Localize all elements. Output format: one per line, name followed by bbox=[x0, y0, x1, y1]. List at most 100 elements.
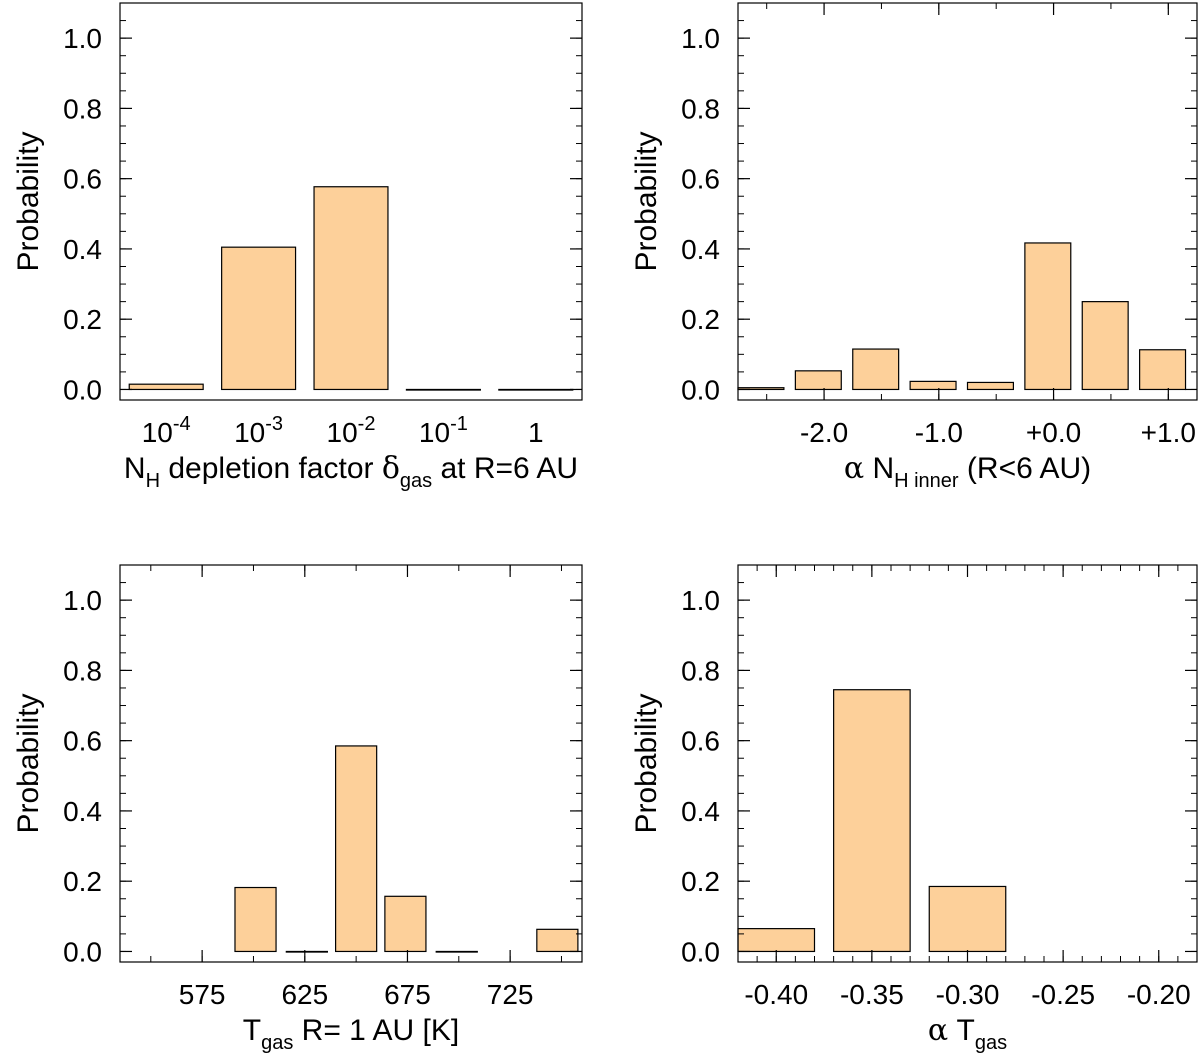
x-tick-exponent: -4 bbox=[173, 413, 191, 435]
plot-frame bbox=[737, 2, 1198, 401]
x-axis-label: α NH inner (R<6 AU) bbox=[844, 451, 1091, 492]
x-tick-exponent: -2 bbox=[358, 413, 376, 435]
bar bbox=[285, 950, 328, 953]
plot-frame bbox=[119, 2, 583, 401]
y-tick-label: 0.4 bbox=[681, 234, 720, 265]
x-axis-label-part: gas bbox=[400, 470, 432, 492]
panel-tgas-1au: 0.0 0.2 0.4 0.6 0.8 1.0 575 625 675 725 Probabilit… bbox=[12, 564, 583, 1054]
panel-depletion-factor: 0.00.20.40.60.81.010-4 10-3 10-2 10-1 1Proba… bbox=[12, 2, 583, 492]
x-axis-label-part: α bbox=[928, 1013, 948, 1048]
y-axis-label: Probability bbox=[12, 131, 45, 271]
x-tick-label: +1.0 bbox=[1141, 417, 1196, 448]
x-axis-label: Tgas R= 1 AU [K] bbox=[243, 1014, 460, 1054]
panel-alpha-nh-inner: 0.0 0.2 0.4 0.6 0.8 1.0 -2.0 -1.0 +0.0 +1.0 Probab… bbox=[630, 2, 1198, 492]
bar bbox=[852, 348, 900, 391]
bar bbox=[435, 950, 478, 953]
x-axis-label-part: T bbox=[948, 1014, 975, 1047]
x-tick-base: 10 bbox=[419, 417, 450, 448]
x-tick-label: -0.35 bbox=[840, 979, 904, 1010]
x-axis-label-part: R= 1 AU [K] bbox=[293, 1014, 459, 1047]
x-tick-label: 10-2 bbox=[327, 413, 376, 448]
x-tick-label: 575 bbox=[179, 979, 226, 1010]
y-axis-label: Probability bbox=[630, 693, 663, 833]
y-tick-label: 1.0 bbox=[681, 585, 720, 616]
y-tick-label: 0.6 bbox=[681, 726, 720, 757]
x-tick-label: -2.0 bbox=[800, 417, 848, 448]
x-tick-label: -0.30 bbox=[936, 979, 1000, 1010]
y-tick-label: 0.2 bbox=[681, 304, 720, 335]
x-tick-label: 1 bbox=[528, 417, 544, 448]
bar bbox=[313, 186, 389, 391]
bar bbox=[909, 380, 957, 391]
x-tick-label: 625 bbox=[281, 979, 328, 1010]
y-tick-label: 0.8 bbox=[681, 655, 720, 686]
x-axis-label-part: H inner bbox=[894, 470, 959, 492]
y-tick-label: 1.0 bbox=[63, 23, 102, 54]
x-tick-label: +0.0 bbox=[1026, 417, 1081, 448]
x-tick-label: 725 bbox=[487, 979, 534, 1010]
bar bbox=[384, 895, 427, 953]
bar bbox=[221, 246, 297, 391]
y-axis-label: Probability bbox=[12, 693, 45, 833]
x-tick-label: 10-1 bbox=[419, 413, 468, 448]
bar bbox=[928, 885, 1007, 953]
x-axis-label-part: (R<6 AU) bbox=[959, 452, 1092, 485]
bar bbox=[128, 383, 204, 391]
y-tick-label: 0.2 bbox=[63, 304, 102, 335]
bar bbox=[1024, 242, 1072, 391]
x-axis-label: α Tgas bbox=[928, 1013, 1007, 1054]
y-tick-label: 0.6 bbox=[63, 164, 102, 195]
x-axis-label: NH depletion factor δgas at R=6 AU bbox=[124, 451, 578, 492]
x-tick-base: 1 bbox=[528, 417, 544, 448]
x-tick-exponent: -3 bbox=[265, 413, 283, 435]
y-tick-label: 0.0 bbox=[63, 374, 102, 405]
bar bbox=[966, 381, 1015, 391]
y-tick-label: 0.4 bbox=[63, 796, 102, 827]
y-tick-label: 0.6 bbox=[63, 726, 102, 757]
y-tick-label: 0.4 bbox=[63, 234, 102, 265]
y-tick-label: 0.0 bbox=[681, 374, 720, 405]
y-tick-label: 0.6 bbox=[681, 164, 720, 195]
y-tick-label: 0.2 bbox=[681, 866, 720, 897]
bar bbox=[498, 388, 574, 391]
y-tick-label: 0.8 bbox=[63, 93, 102, 124]
x-tick-label: 10-4 bbox=[142, 413, 191, 448]
x-tick-label: 10-3 bbox=[234, 413, 283, 448]
y-tick-label: 0.4 bbox=[681, 796, 720, 827]
x-tick-label: -1.0 bbox=[915, 417, 963, 448]
y-tick-label: 0.2 bbox=[63, 866, 102, 897]
x-axis-label-part: δ bbox=[382, 451, 400, 486]
y-tick-label: 0.8 bbox=[63, 655, 102, 686]
bar bbox=[234, 886, 277, 953]
x-axis-label-part: α bbox=[844, 451, 864, 486]
x-tick-label: -0.25 bbox=[1031, 979, 1095, 1010]
x-tick-exponent: -1 bbox=[450, 413, 468, 435]
x-tick-label: -0.40 bbox=[744, 979, 808, 1010]
x-axis-label-part: H bbox=[146, 470, 160, 492]
y-tick-label: 0.0 bbox=[681, 936, 720, 967]
plot-frame bbox=[119, 564, 583, 963]
y-axis-label: Probability bbox=[630, 131, 663, 271]
y-tick-label: 1.0 bbox=[681, 23, 720, 54]
x-axis-label-part: at R=6 AU bbox=[432, 452, 578, 485]
x-tick-base: 10 bbox=[142, 417, 173, 448]
y-tick-label: 1.0 bbox=[63, 585, 102, 616]
y-tick-label: 0.8 bbox=[681, 93, 720, 124]
x-tick-base: 10 bbox=[234, 417, 265, 448]
x-axis-label-part: T bbox=[243, 1014, 261, 1047]
x-axis-label-part: gas bbox=[261, 1032, 293, 1054]
x-axis-label-part: N bbox=[124, 452, 146, 485]
bar bbox=[405, 388, 481, 391]
x-tick-base: 10 bbox=[327, 417, 358, 448]
bar bbox=[1081, 301, 1129, 391]
x-axis-label-part: gas bbox=[975, 1032, 1007, 1054]
x-tick-label: -0.20 bbox=[1127, 979, 1191, 1010]
x-tick-label: 675 bbox=[384, 979, 431, 1010]
bar bbox=[833, 689, 911, 953]
bar bbox=[335, 745, 378, 953]
bar bbox=[1139, 349, 1187, 391]
bar bbox=[737, 928, 816, 953]
x-axis-label-part: N bbox=[864, 452, 894, 485]
panel-alpha-tgas: 0.0 0.2 0.4 0.6 0.8 1.0 -0.40 -0.35 -0.30 -0.25 -0… bbox=[630, 564, 1198, 1054]
